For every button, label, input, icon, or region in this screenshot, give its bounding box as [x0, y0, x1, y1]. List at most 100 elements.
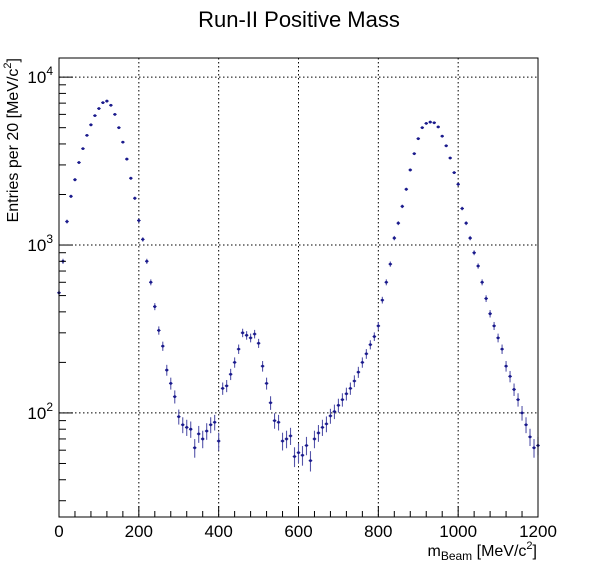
- point-marker: [237, 347, 241, 351]
- point-marker: [81, 147, 85, 151]
- data-point: [428, 120, 433, 124]
- data-point: [164, 364, 169, 376]
- data-point: [500, 344, 504, 354]
- point-marker: [277, 420, 280, 424]
- point-marker: [157, 329, 161, 332]
- data-point: [532, 439, 536, 458]
- point-marker: [165, 368, 169, 372]
- data-point: [252, 329, 257, 339]
- data-point: [180, 417, 185, 434]
- data-point: [360, 357, 365, 368]
- point-marker: [249, 336, 253, 340]
- data-points: [57, 99, 540, 472]
- point-marker: [376, 324, 380, 328]
- data-point: [220, 382, 225, 395]
- data-point: [300, 446, 305, 466]
- data-point: [284, 430, 289, 449]
- data-point: [172, 390, 177, 404]
- data-point: [336, 398, 341, 413]
- data-point: [408, 168, 413, 172]
- x-tick-label: 800: [364, 522, 392, 541]
- point-marker: [205, 429, 209, 433]
- point-marker: [193, 446, 197, 450]
- x-tick-label: 1000: [439, 522, 477, 541]
- data-point: [412, 152, 417, 156]
- point-marker: [169, 381, 173, 385]
- data-point: [192, 439, 197, 458]
- point-marker: [145, 259, 149, 263]
- data-point: [304, 436, 309, 456]
- data-point: [81, 147, 85, 151]
- point-marker: [269, 401, 272, 405]
- point-marker: [101, 101, 105, 105]
- y-axis-label: Entries per 20 [MeV/c2]: [2, 58, 22, 222]
- data-point: [440, 134, 444, 138]
- data-point: [404, 187, 409, 191]
- point-marker: [293, 455, 296, 458]
- data-point: [113, 112, 117, 116]
- point-marker: [472, 251, 476, 255]
- data-point: [372, 332, 377, 342]
- data-point: [256, 338, 261, 348]
- data-point: [184, 419, 189, 436]
- point-marker: [285, 437, 288, 441]
- point-marker: [416, 137, 420, 141]
- point-marker: [189, 427, 193, 431]
- point-marker: [532, 446, 536, 450]
- data-point: [109, 103, 113, 107]
- point-marker: [245, 333, 249, 337]
- data-point: [308, 451, 313, 472]
- point-marker: [181, 423, 185, 427]
- data-point: [432, 121, 437, 125]
- data-point: [85, 133, 89, 137]
- data-point: [508, 370, 512, 383]
- point-marker: [117, 126, 121, 130]
- point-marker: [89, 123, 93, 127]
- data-point: [216, 432, 221, 451]
- point-marker: [281, 439, 284, 443]
- axes: [58, 76, 539, 517]
- point-marker: [201, 437, 205, 441]
- point-marker: [356, 370, 360, 374]
- point-marker: [213, 420, 217, 424]
- data-point: [268, 396, 273, 410]
- point-marker: [73, 178, 77, 182]
- point-marker: [504, 364, 508, 368]
- point-marker: [528, 435, 532, 439]
- data-point: [340, 393, 345, 407]
- data-point: [232, 357, 237, 368]
- point-marker: [173, 395, 177, 399]
- data-point: [456, 182, 460, 186]
- point-marker: [372, 335, 376, 338]
- data-point: [228, 368, 233, 381]
- data-point: [464, 221, 468, 226]
- data-point: [524, 417, 528, 434]
- data-point: [348, 382, 353, 395]
- data-point: [484, 295, 488, 302]
- point-marker: [380, 298, 384, 302]
- point-marker: [129, 176, 133, 180]
- point-marker: [153, 305, 157, 308]
- data-point: [292, 447, 297, 468]
- point-marker: [217, 439, 221, 443]
- data-point: [196, 425, 201, 443]
- data-point: [129, 176, 133, 180]
- data-point: [97, 107, 101, 110]
- point-marker: [524, 423, 528, 427]
- point-marker: [492, 324, 496, 328]
- point-marker: [400, 204, 404, 208]
- data-point: [69, 194, 73, 199]
- data-point: [416, 137, 421, 141]
- data-point: [264, 377, 269, 390]
- point-marker: [412, 152, 416, 156]
- point-marker: [460, 207, 464, 210]
- data-point: [420, 126, 425, 130]
- data-point: [516, 393, 520, 407]
- point-marker: [424, 122, 428, 125]
- point-marker: [333, 410, 336, 413]
- point-marker: [360, 360, 364, 364]
- data-point: [436, 125, 441, 129]
- data-point: [65, 219, 69, 224]
- x-tick-label: 0: [54, 522, 63, 541]
- data-point: [460, 206, 464, 211]
